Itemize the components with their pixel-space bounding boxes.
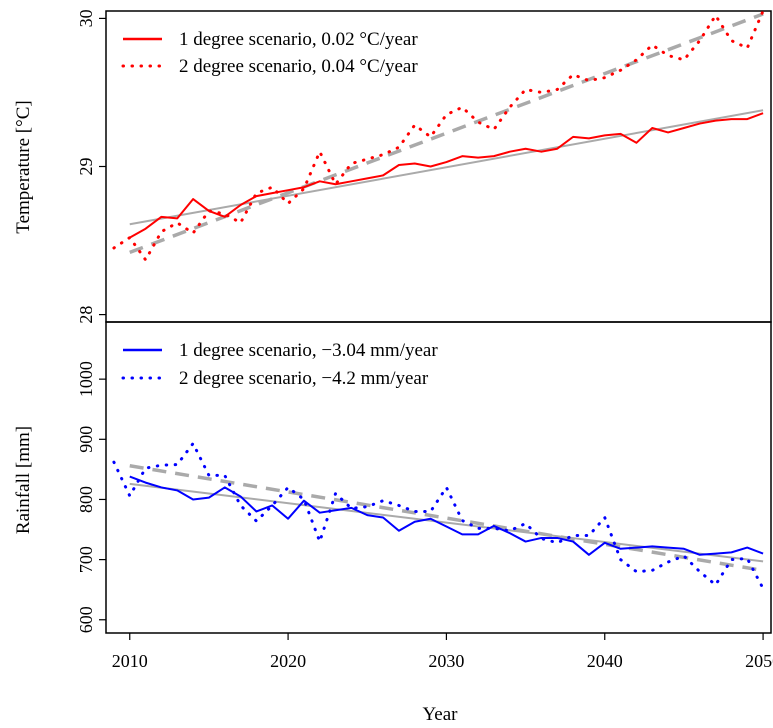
temperature-legend-label-2: 2 degree scenario, 0.04 °C/year (179, 56, 418, 77)
rainfall-legend: 1 degree scenario, −3.04 mm/year 2 degre… (121, 340, 438, 389)
x-tick-label: 2030 (428, 651, 464, 671)
rainfall-y-axis-label: Rainfall [mm] (13, 426, 34, 534)
temperature-y-axis-label: Temperature [°C] (13, 100, 34, 233)
temperature-legend: 1 degree scenario, 0.02 °C/year 2 degree… (121, 29, 418, 77)
x-tick-label: 2010 (112, 651, 148, 671)
temperature-panel: 28 29 30 Temperature [°C] 1 degree scenari… (13, 9, 772, 324)
temperature-legend-label-1: 1 degree scenario, 0.02 °C/year (179, 29, 418, 50)
x-tick-label: 2050 (745, 651, 773, 671)
rainfall-y-tick-label: 1000 (76, 361, 96, 397)
x-axis-label: Year (422, 704, 458, 725)
rainfall-series (112, 442, 765, 590)
rainfall-legend-label-1: 1 degree scenario, −3.04 mm/year (179, 340, 438, 361)
rainfall-trend-1-degree (129, 482, 764, 563)
rainfall-trend-2-degree (129, 464, 764, 573)
rainfall-y-tick-label: 900 (76, 426, 96, 453)
rainfall-y-ticks: 600 700 800 900 1000 (76, 361, 106, 633)
x-tick-label: 2020 (270, 651, 306, 671)
temperature-series (112, 9, 765, 262)
x-axis: 2010 2020 2030 2040 2050 (112, 633, 773, 671)
rainfall-panel: 600 700 800 900 1000 Rainfall [mm] 1 degree … (13, 321, 772, 634)
rainfall-y-tick-label: 700 (76, 546, 96, 573)
rainfall-legend-label-2: 2 degree scenario, −4.2 mm/year (179, 368, 429, 389)
rainfall-y-tick-label: 800 (76, 486, 96, 513)
temperature-y-ticks: 28 29 30 (76, 9, 106, 324)
rainfall-plot-frame (105, 321, 772, 634)
temperature-trend-2-degree (129, 12, 764, 255)
temperature-y-tick-label: 29 (76, 158, 96, 176)
temperature-y-tick-label: 30 (76, 9, 96, 27)
x-tick-label: 2040 (587, 651, 623, 671)
rainfall-series-1-degree-line (129, 475, 764, 556)
temperature-y-tick-label: 28 (76, 306, 96, 324)
rainfall-trend-lines (129, 464, 764, 573)
rainfall-y-tick-label: 600 (76, 606, 96, 633)
temperature-series-2-degree-line (112, 9, 765, 262)
temperature-series-1-degree-line (129, 112, 764, 239)
